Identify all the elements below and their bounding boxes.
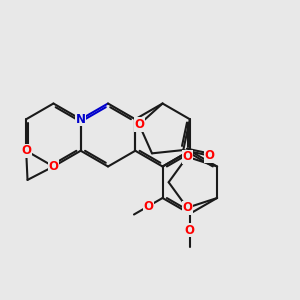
Text: O: O <box>205 149 215 162</box>
Text: O: O <box>185 224 195 237</box>
Text: O: O <box>21 144 31 157</box>
Text: N: N <box>76 113 86 126</box>
Text: O: O <box>182 150 192 163</box>
Text: O: O <box>143 200 153 213</box>
Text: O: O <box>48 160 59 173</box>
Text: O: O <box>182 201 192 214</box>
Text: O: O <box>134 118 144 131</box>
